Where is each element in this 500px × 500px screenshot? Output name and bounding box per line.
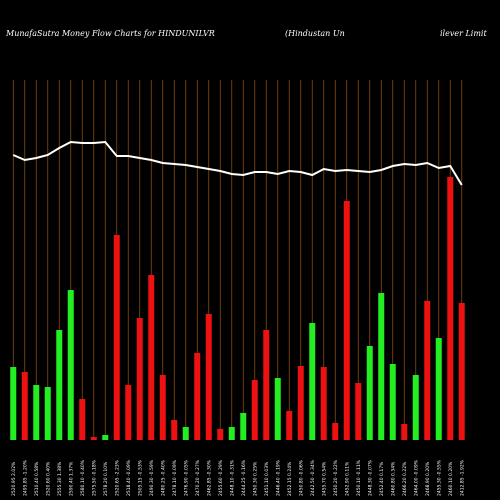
x-tick-label: 2452.15 0.24% bbox=[287, 461, 293, 496]
bar bbox=[286, 411, 293, 440]
bar bbox=[217, 429, 224, 440]
bar bbox=[159, 375, 166, 440]
bar bbox=[274, 378, 281, 440]
x-tick-label: 2555.30 1.38% bbox=[57, 461, 63, 496]
bar bbox=[171, 420, 178, 440]
bar bbox=[148, 275, 155, 440]
bar bbox=[458, 303, 465, 440]
x-tick-label: 2466.20 0.22% bbox=[402, 461, 408, 496]
bar bbox=[424, 301, 431, 440]
bar bbox=[44, 387, 51, 440]
bar bbox=[136, 318, 143, 440]
x-tick-label: 2450.20 -0.22% bbox=[333, 459, 339, 496]
x-tick-label: 2455.70 0.54% bbox=[321, 461, 327, 496]
x-tick-label: 2476.90 -0.05% bbox=[183, 459, 189, 496]
x-tick-label: 2448.10 -0.31% bbox=[229, 459, 235, 496]
bar bbox=[320, 367, 327, 440]
bar bbox=[378, 293, 385, 440]
bar bbox=[389, 364, 396, 440]
x-tick-label: 2455.30 -0.55% bbox=[436, 459, 442, 496]
bar bbox=[125, 385, 132, 440]
bar bbox=[263, 330, 270, 440]
x-tick-label: 2455.60 -0.29% bbox=[218, 459, 224, 496]
x-tick-label: 2460.80 0.34% bbox=[390, 461, 396, 496]
bar bbox=[90, 437, 97, 440]
bar bbox=[21, 372, 28, 440]
x-tick-label: 2446.40 -0.19% bbox=[275, 459, 281, 496]
bar bbox=[10, 367, 17, 440]
x-tick-label: 2580.10 -0.40% bbox=[80, 459, 86, 496]
bar bbox=[447, 177, 454, 440]
x-tick-label: 2450.10 -0.11% bbox=[356, 459, 362, 496]
x-tick-label: 2480.25 -0.40% bbox=[160, 459, 166, 496]
x-tick-label: 2450.80 -0.06% bbox=[298, 459, 304, 496]
bar bbox=[355, 383, 362, 440]
x-tick-label: 2478.10 -0.09% bbox=[172, 459, 178, 496]
bar bbox=[309, 323, 316, 440]
chart-title: MunafaSutra Money Flow Charts for HINDUN… bbox=[5, 29, 215, 38]
bar bbox=[366, 346, 373, 440]
bar bbox=[435, 338, 442, 440]
x-tick-label: 2468.90 0.20% bbox=[425, 461, 431, 496]
chart-subtitle: ilever Limit bbox=[440, 29, 487, 38]
x-tick-label: 2451.10 0.03% bbox=[264, 461, 270, 496]
x-tick-label: 2518.40 -0.09% bbox=[126, 459, 132, 496]
x-tick-label: 2495.85 -1.20% bbox=[22, 459, 28, 496]
bar bbox=[102, 435, 109, 440]
bar bbox=[194, 353, 201, 440]
x-tick-label: 2452.90 0.11% bbox=[344, 461, 350, 496]
bar bbox=[343, 201, 350, 440]
x-tick-label: 2460.10 0.20% bbox=[448, 461, 454, 496]
x-tick-label: 2450.30 0.25% bbox=[252, 461, 258, 496]
bar bbox=[332, 423, 339, 440]
x-tick-label: 2412.85 -1.92% bbox=[459, 459, 465, 496]
bar bbox=[56, 330, 63, 440]
bar bbox=[251, 380, 258, 440]
x-tick-label: 2444.25 -0.16% bbox=[241, 459, 247, 496]
money-flow-line bbox=[12, 140, 463, 186]
x-tick-label: 2575.50 -0.18% bbox=[91, 459, 97, 496]
x-tick-label: 2505.15 -0.53% bbox=[137, 459, 143, 496]
bar bbox=[297, 366, 304, 440]
bar bbox=[67, 290, 74, 440]
x-tick-label: 2510.40 0.58% bbox=[34, 461, 40, 496]
x-tick-label: 2490.30 -0.59% bbox=[149, 459, 155, 496]
x-tick-label: 2448.30 -0.07% bbox=[367, 459, 373, 496]
bar bbox=[182, 427, 189, 440]
x-tick-label: 2442.50 -0.34% bbox=[310, 459, 316, 496]
bar bbox=[228, 427, 235, 440]
bar bbox=[33, 385, 40, 440]
x-tick-label: 2520.60 0.40% bbox=[45, 461, 51, 496]
bar bbox=[205, 314, 212, 440]
x-tick-label: 2520.95 2.02% bbox=[11, 461, 17, 496]
x-tick-label: 2464.00 -0.09% bbox=[413, 459, 419, 496]
x-tick-label: 2590.40 1.37% bbox=[68, 461, 74, 496]
bar bbox=[240, 413, 247, 440]
x-tick-label: 2452.40 0.17% bbox=[379, 461, 385, 496]
x-tick-label: 2520.65 -2.23% bbox=[114, 459, 120, 496]
chart-subtitle: (Hindustan Un bbox=[285, 29, 345, 38]
bar bbox=[79, 399, 86, 440]
bar bbox=[412, 375, 419, 440]
x-tick-label: 2470.20 -0.27% bbox=[195, 459, 201, 496]
bar bbox=[113, 235, 120, 440]
x-tick-label: 2462.85 -0.30% bbox=[206, 459, 212, 496]
x-tick-label: 2578.20 0.10% bbox=[103, 461, 109, 496]
bar bbox=[401, 424, 408, 440]
